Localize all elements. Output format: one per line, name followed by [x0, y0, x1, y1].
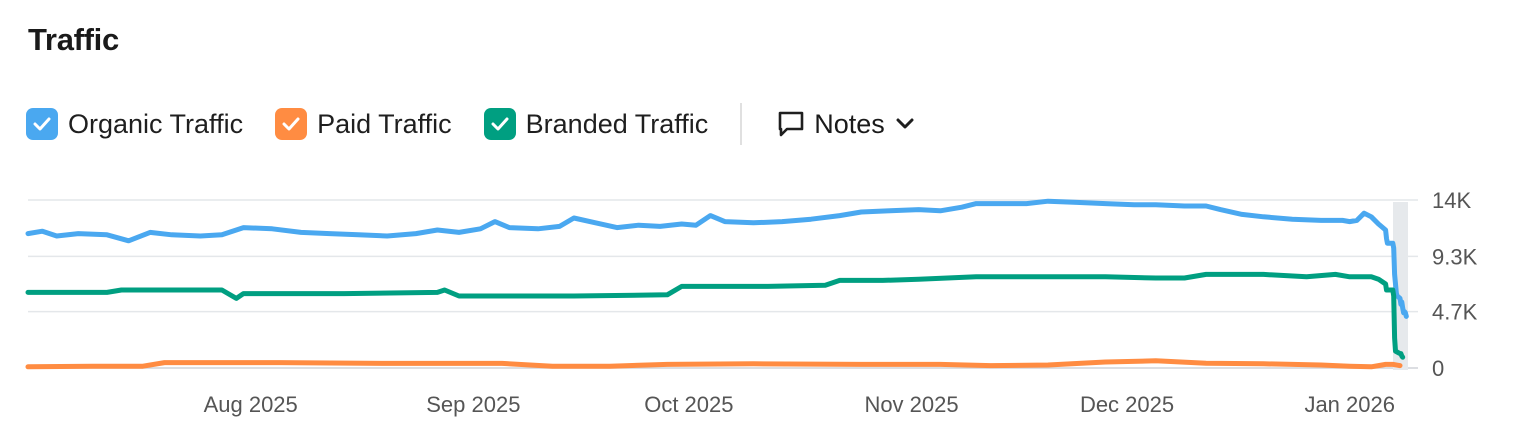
legend-divider — [740, 103, 743, 145]
checkmark-icon — [33, 117, 51, 131]
legend-label-branded: Branded Traffic — [525, 108, 709, 139]
y-tick-label: 14K — [1432, 188, 1471, 213]
branded-checkbox[interactable] — [483, 108, 516, 140]
legend-item-organic[interactable]: Organic Traffic — [26, 108, 243, 140]
organic-checkbox[interactable] — [26, 108, 58, 140]
x-tick-label: Oct 2025 — [644, 392, 733, 417]
y-tick-label: 9.3K — [1432, 244, 1478, 269]
x-tick-label: Dec 2025 — [1080, 392, 1174, 417]
x-tick-label: Jan 2026 — [1304, 392, 1395, 417]
comment-icon — [778, 111, 804, 137]
y-tick-label: 4.7K — [1432, 300, 1478, 325]
x-tick-label: Aug 2025 — [204, 392, 298, 417]
checkmark-icon — [491, 117, 509, 131]
y-tick-label: 0 — [1432, 356, 1444, 381]
traffic-line-chart: 14K 9.3K 4.7K 0 Aug 2025 Sep 2025 Oct 2025 Nov… — [25, 188, 1478, 417]
notes-label: Notes — [814, 108, 885, 139]
legend-label-organic: Organic Traffic — [68, 108, 244, 139]
series-line-paid-traffic — [25, 358, 1403, 370]
x-tick-label: Nov 2025 — [864, 392, 958, 417]
chevron-down-icon — [896, 118, 914, 129]
series-line-branded-traffic — [25, 271, 1406, 360]
chart-legend: Organic Traffic Paid Traffic Branded Tra… — [26, 102, 915, 146]
series-line-organic-traffic — [25, 198, 1409, 319]
notes-dropdown[interactable]: Notes — [776, 109, 915, 140]
paid-checkbox[interactable] — [275, 108, 308, 140]
legend-label-paid: Paid Traffic — [317, 108, 452, 139]
x-tick-label: Sep 2025 — [426, 392, 520, 417]
checkmark-icon — [282, 117, 300, 131]
page-title: Traffic — [28, 22, 119, 57]
legend-item-branded[interactable]: Branded Traffic — [483, 108, 709, 140]
legend-item-paid[interactable]: Paid Traffic — [275, 108, 452, 140]
